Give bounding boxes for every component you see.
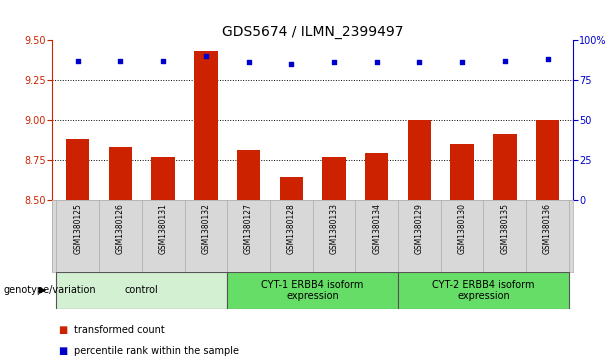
Bar [56, 272, 227, 309]
Point [457, 60, 467, 65]
Text: percentile rank within the sample: percentile rank within the sample [74, 346, 238, 356]
Text: ■: ■ [58, 346, 67, 356]
Bar [237, 150, 261, 200]
Point [73, 58, 83, 64]
Point [201, 53, 211, 59]
Point [543, 56, 552, 62]
Bar [151, 156, 175, 200]
Bar [493, 134, 517, 200]
Point [329, 60, 339, 65]
Point [158, 58, 168, 64]
Text: CYT-1 ERBB4 isoform
expression: CYT-1 ERBB4 isoform expression [261, 280, 364, 301]
Bar [408, 120, 431, 200]
Bar [536, 120, 559, 200]
Text: GSM1380130: GSM1380130 [458, 203, 466, 254]
Title: GDS5674 / ILMN_2399497: GDS5674 / ILMN_2399497 [222, 25, 403, 39]
Point [500, 58, 510, 64]
Point [115, 58, 125, 64]
Point [243, 60, 253, 65]
Text: control: control [125, 285, 159, 295]
Text: GSM1380126: GSM1380126 [116, 203, 125, 254]
Text: GSM1380132: GSM1380132 [201, 203, 210, 254]
Point [372, 60, 382, 65]
Bar [451, 144, 474, 200]
Bar [365, 153, 389, 200]
Text: CYT-2 ERBB4 isoform
expression: CYT-2 ERBB4 isoform expression [432, 280, 535, 301]
Bar [322, 156, 346, 200]
Bar [227, 272, 398, 309]
Bar [398, 272, 569, 309]
Text: GSM1380133: GSM1380133 [329, 203, 338, 254]
Text: ■: ■ [58, 325, 67, 335]
Text: GSM1380125: GSM1380125 [73, 203, 82, 254]
Text: GSM1380135: GSM1380135 [500, 203, 509, 254]
Bar [194, 51, 218, 200]
Point [286, 61, 296, 67]
Point [414, 60, 424, 65]
Bar [280, 177, 303, 200]
Text: GSM1380136: GSM1380136 [543, 203, 552, 254]
Bar [66, 139, 89, 200]
Text: GSM1380129: GSM1380129 [415, 203, 424, 254]
Text: GSM1380128: GSM1380128 [287, 203, 296, 254]
Text: genotype/variation: genotype/variation [3, 285, 96, 295]
Text: GSM1380134: GSM1380134 [372, 203, 381, 254]
Text: GSM1380131: GSM1380131 [159, 203, 167, 254]
Text: GSM1380127: GSM1380127 [244, 203, 253, 254]
Text: transformed count: transformed count [74, 325, 164, 335]
Bar [109, 147, 132, 200]
